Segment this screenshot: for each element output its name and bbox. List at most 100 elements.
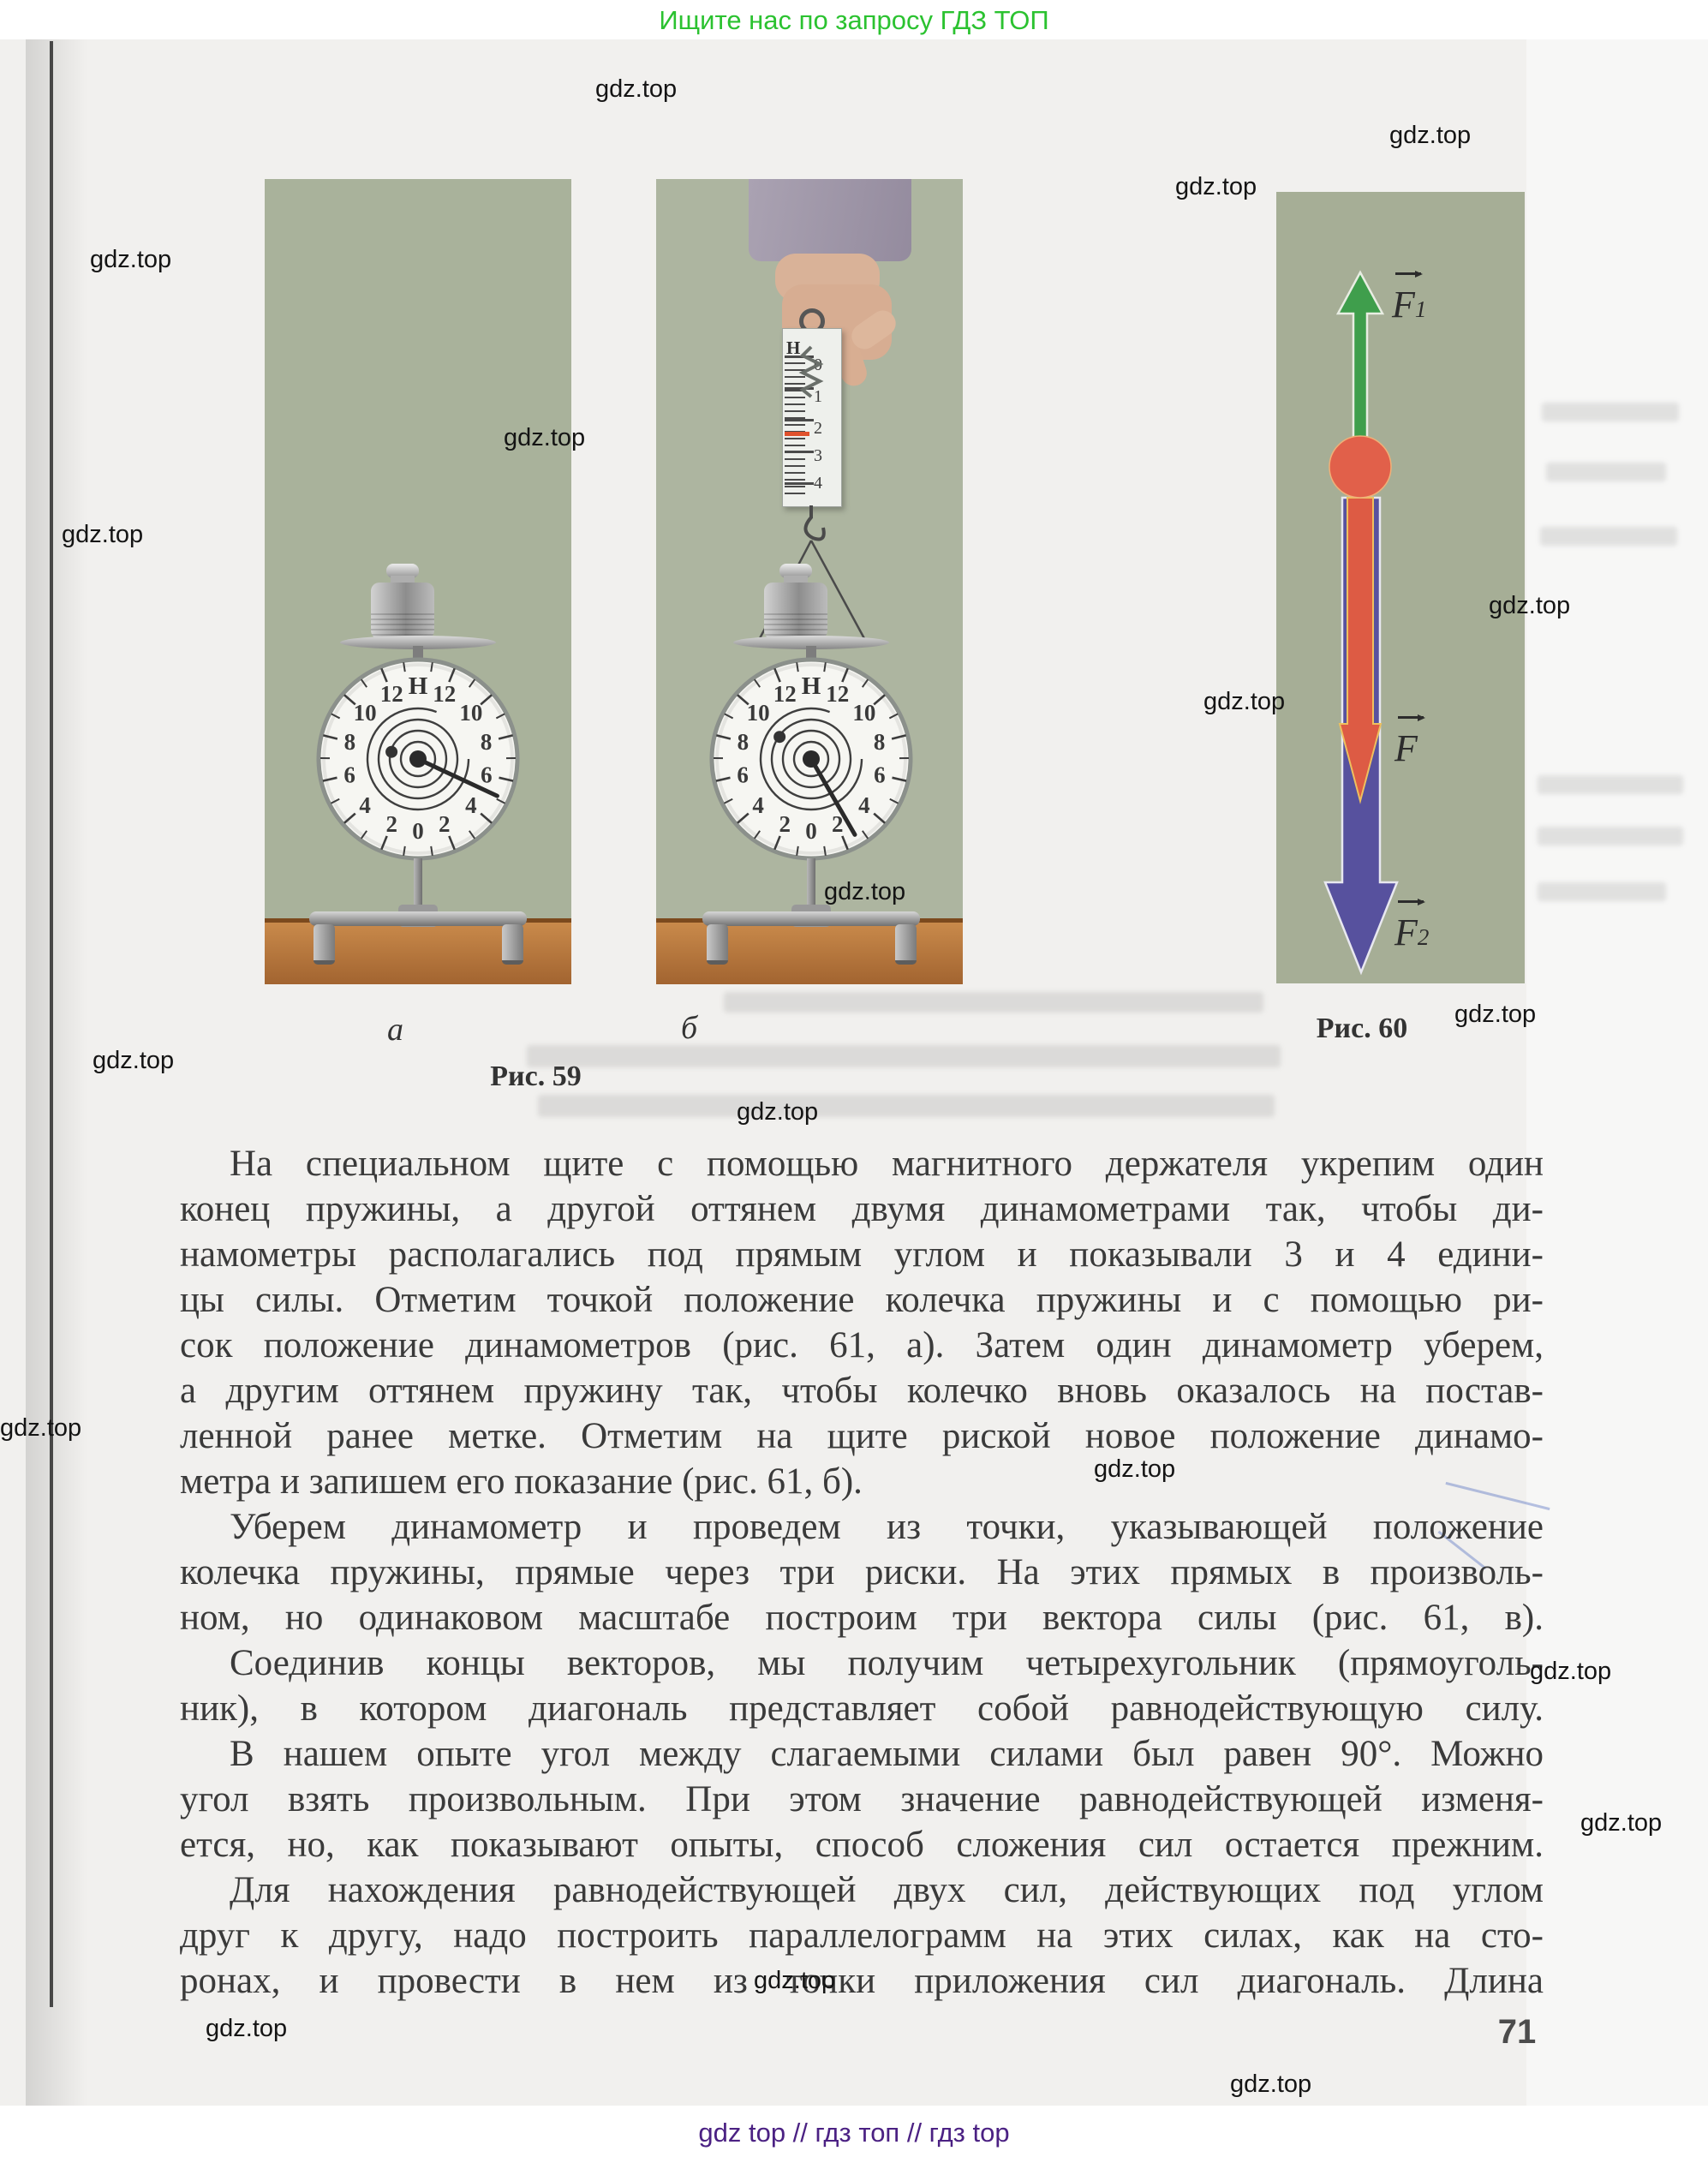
weight-body (371, 583, 434, 639)
svg-text:4: 4 (359, 792, 371, 818)
svg-text:4: 4 (752, 792, 764, 818)
svg-text:6: 6 (737, 762, 749, 787)
body-text: На специальном щите с помощью магнитного… (180, 1141, 1544, 2004)
gdz-watermark: gdz.top (1489, 592, 1571, 619)
gdz-watermark: gdz.top (62, 521, 144, 548)
svg-text:0: 0 (412, 818, 424, 844)
floor-strip (265, 918, 571, 984)
svg-text:10: 10 (747, 700, 770, 726)
text-line: Для нахождения равнодействующей двух сил… (230, 1870, 1544, 1910)
svg-text:12: 12 (773, 681, 797, 707)
gdz-watermark: gdz.top (1230, 2070, 1312, 2098)
text-line: В нашем опыте угол между слагаемыми сила… (230, 1734, 1544, 1774)
scale-pan (733, 636, 889, 649)
text-line: а другим оттянем пружину так, чтобы коле… (180, 1371, 1544, 1411)
weight-body (764, 583, 827, 639)
page-number: 71 (1497, 2013, 1537, 2051)
svg-text:8: 8 (874, 729, 885, 755)
vector-arrow-icon (1395, 271, 1423, 278)
text-line: сок положение динамометров (рис. 61, а).… (180, 1325, 1544, 1365)
force-f1-label: F1 (1392, 271, 1426, 326)
footer-band (0, 2106, 1708, 2157)
text-line: угол взять произвольным. При этом значен… (180, 1779, 1544, 1819)
stand-bar (309, 911, 527, 926)
gdz-watermark: gdz.top (1454, 1001, 1537, 1028)
svg-text:2: 2 (439, 811, 451, 837)
fig59-caption: Рис. 59 (490, 1061, 582, 1092)
text-line: цы силы. Отметим точкой положение колечк… (180, 1280, 1544, 1320)
stand-stem (414, 858, 422, 915)
gdz-watermark: gdz.top (93, 1047, 175, 1074)
gdz-watermark: gdz.top (737, 1098, 819, 1126)
svg-text:12: 12 (826, 681, 849, 707)
header-band (0, 0, 1708, 39)
page-right-highlight (1526, 39, 1708, 2106)
scale-pan (340, 636, 496, 649)
tube-major-ticks (785, 356, 814, 494)
weight-knob (386, 564, 419, 578)
svg-text:10: 10 (354, 700, 377, 726)
footer-links-text: gdz top // гдз топ // гдз top (698, 2118, 1010, 2148)
gdz-watermark: gdz.top (1389, 122, 1472, 149)
vector-arrow-icon (1398, 714, 1425, 721)
weight-neck (784, 576, 808, 585)
ghost-text-smudge (724, 992, 1263, 1013)
ghost-text-smudge (538, 1095, 1275, 1117)
svg-text:6: 6 (874, 762, 886, 787)
text-line: ронах, и провести в нем из точки приложе… (180, 1961, 1544, 2001)
svg-text:4: 4 (858, 792, 870, 818)
gdz-watermark: gdz.top (824, 878, 906, 905)
gdz-watermark: gdz.top (754, 1967, 836, 1994)
stand-foot (502, 924, 523, 965)
fig60-vector-diagram (1323, 270, 1399, 976)
stand-bar (702, 911, 920, 926)
stand-stem (807, 858, 815, 915)
svg-text:2: 2 (779, 811, 791, 837)
page-edge-shadow (26, 39, 87, 2106)
gdz-watermark: gdz.top (206, 2015, 288, 2042)
tube-red-pointer (785, 432, 809, 436)
stand-foot (707, 924, 728, 965)
text-line: намометры располагались под прямым углом… (180, 1234, 1544, 1275)
gdz-watermark: gdz.top (1580, 1809, 1663, 1837)
vector-arrow-icon (1398, 899, 1425, 905)
force-f1-arrow (1335, 270, 1385, 442)
ghost-text-smudge (1546, 463, 1666, 481)
gdz-watermark: gdz.top (504, 424, 586, 451)
ghost-text-smudge (1538, 827, 1683, 845)
promo-header-text: Ищите нас по запросу ГДЗ ТОП (659, 5, 1049, 35)
stand-foot (895, 924, 917, 965)
tube-scale-number: 3 (814, 446, 822, 465)
text-line: Соединив концы векторов, мы получим четы… (230, 1643, 1544, 1683)
fig59-label-b: б (681, 1010, 698, 1046)
text-line: ленной ранее метке. Отметим на щите риск… (180, 1416, 1544, 1456)
gdz-watermark: gdz.top (1203, 688, 1286, 715)
tube-unit-label: Н (786, 338, 801, 358)
svg-text:Н: Н (409, 672, 428, 700)
gdz-watermark: gdz.top (90, 246, 172, 273)
svg-text:8: 8 (738, 729, 749, 755)
text-line: ется, но, как показывают опыты, способ с… (180, 1825, 1544, 1865)
weight-ridges (371, 613, 434, 639)
weight-ridges (764, 613, 827, 639)
ghost-text-smudge (1540, 527, 1677, 546)
tube-scale-number: 2 (814, 419, 822, 438)
gdz-watermark: gdz.top (0, 1414, 82, 1442)
svg-text:8: 8 (481, 729, 493, 755)
gdz-watermark: gdz.top (1175, 173, 1257, 200)
svg-text:6: 6 (481, 762, 493, 787)
ghost-text-smudge (1542, 403, 1679, 421)
svg-text:12: 12 (380, 681, 403, 707)
fig60-caption: Рис. 60 (1316, 1013, 1408, 1044)
sleeve (749, 179, 911, 261)
force-f-label: F (1394, 714, 1425, 770)
svg-text:6: 6 (343, 762, 355, 787)
svg-text:12: 12 (433, 681, 456, 707)
svg-text:8: 8 (344, 729, 356, 755)
tube-scale-number: 1 (814, 387, 822, 406)
dial-dynamometer-b: 12 10 8 6 4 2 12 10 8 6 4 2 0 Н (708, 656, 914, 862)
text-line: Уберем динамометр и проведем из точки, у… (230, 1507, 1544, 1547)
svg-text:2: 2 (832, 811, 844, 837)
force-f-arrow (1338, 497, 1383, 804)
